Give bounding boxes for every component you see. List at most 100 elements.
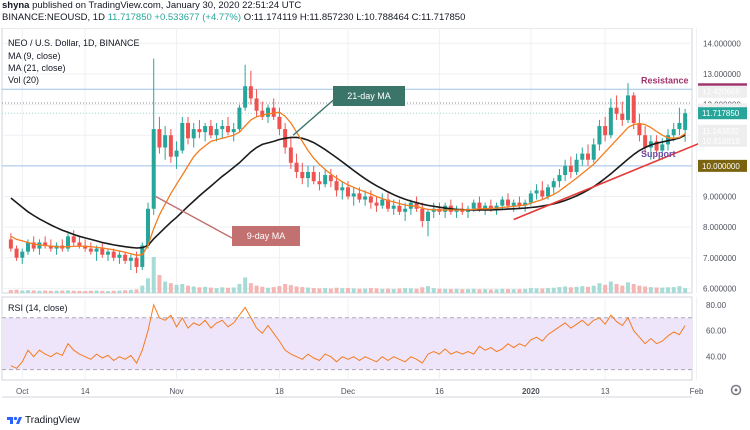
candle-body[interactable] xyxy=(203,126,208,133)
candle-body[interactable] xyxy=(260,110,265,117)
candle-body[interactable] xyxy=(328,175,333,182)
candle-body[interactable] xyxy=(214,129,219,136)
candle-body[interactable] xyxy=(620,113,625,120)
candle-body[interactable] xyxy=(666,135,670,145)
candle-body[interactable] xyxy=(500,199,505,206)
candle-body[interactable] xyxy=(151,129,156,209)
candle-body[interactable] xyxy=(591,144,596,160)
candle-body[interactable] xyxy=(277,116,282,130)
candle-body[interactable] xyxy=(488,205,493,209)
candle-body[interactable] xyxy=(14,248,19,258)
candle-body[interactable] xyxy=(477,202,482,209)
candle-body[interactable] xyxy=(671,129,676,136)
candle-body[interactable] xyxy=(483,205,488,209)
candle-body[interactable] xyxy=(271,107,276,117)
candle-body[interactable] xyxy=(568,165,573,172)
tradingview-footer[interactable]: TradingView xyxy=(6,412,80,428)
candle-body[interactable] xyxy=(300,171,305,179)
candle-body[interactable] xyxy=(380,199,385,206)
candle-body[interactable] xyxy=(26,242,30,252)
candle-body[interactable] xyxy=(528,193,533,203)
candle-body[interactable] xyxy=(243,86,248,108)
candle-body[interactable] xyxy=(208,126,213,136)
candle-body[interactable] xyxy=(683,113,688,130)
candle-body[interactable] xyxy=(220,126,225,130)
candle-body[interactable] xyxy=(168,135,173,157)
candle-body[interactable] xyxy=(654,141,659,151)
candle-body[interactable] xyxy=(563,165,568,176)
candle-body[interactable] xyxy=(163,135,168,148)
candle-body[interactable] xyxy=(266,107,270,117)
candle-body[interactable] xyxy=(254,98,259,111)
candle-body[interactable] xyxy=(317,181,322,185)
candle-body[interactable] xyxy=(71,236,76,243)
candle-body[interactable] xyxy=(66,236,70,249)
candle-body[interactable] xyxy=(197,129,202,133)
candle-body[interactable] xyxy=(231,129,236,133)
candle-body[interactable] xyxy=(357,193,362,200)
candle-body[interactable] xyxy=(420,208,425,222)
candle-body[interactable] xyxy=(43,242,48,246)
candle-body[interactable] xyxy=(306,171,310,179)
candle-body[interactable] xyxy=(626,95,630,120)
candle-body[interactable] xyxy=(123,254,128,261)
candle-body[interactable] xyxy=(506,199,510,206)
candle-body[interactable] xyxy=(117,254,122,258)
candle-body[interactable] xyxy=(340,187,345,191)
candle-body[interactable] xyxy=(534,190,539,194)
chart-svg[interactable]: 21-day MA 9-day MA Resistance Support 14.00… xyxy=(0,28,750,410)
candle-body[interactable] xyxy=(226,126,230,133)
candle-body[interactable] xyxy=(334,181,339,191)
candle-body[interactable] xyxy=(677,122,682,130)
candle-body[interactable] xyxy=(368,196,373,203)
candle-body[interactable] xyxy=(386,199,390,209)
candle-body[interactable] xyxy=(363,196,368,200)
candle-body[interactable] xyxy=(31,242,36,249)
candle-body[interactable] xyxy=(186,122,190,139)
candle-body[interactable] xyxy=(557,175,562,182)
candle-body[interactable] xyxy=(237,107,242,130)
candle-body[interactable] xyxy=(323,175,328,185)
candle-body[interactable] xyxy=(614,107,619,114)
settings-gear-icon[interactable] xyxy=(730,384,742,396)
candle-body[interactable] xyxy=(77,242,82,246)
candle-body[interactable] xyxy=(8,239,13,249)
candle-body[interactable] xyxy=(574,159,579,172)
candle-body[interactable] xyxy=(288,147,293,163)
candle-body[interactable] xyxy=(586,153,590,160)
candle-body[interactable] xyxy=(140,245,145,267)
candle-body[interactable] xyxy=(517,202,522,206)
author-name[interactable]: shyna xyxy=(2,0,30,11)
candle-body[interactable] xyxy=(157,129,162,148)
candle-body[interactable] xyxy=(551,181,556,188)
candle-body[interactable] xyxy=(580,153,585,160)
candle-body[interactable] xyxy=(597,126,602,145)
candle-body[interactable] xyxy=(174,150,179,157)
candle-body[interactable] xyxy=(111,251,116,258)
candle-body[interactable] xyxy=(191,129,196,139)
candle-body[interactable] xyxy=(311,171,316,182)
candle-body[interactable] xyxy=(100,248,105,255)
candle-body[interactable] xyxy=(351,193,356,197)
candle-body[interactable] xyxy=(608,107,613,136)
candle-body[interactable] xyxy=(631,95,636,123)
candle-body[interactable] xyxy=(494,205,499,209)
candle-body[interactable] xyxy=(180,122,185,151)
candle-body[interactable] xyxy=(540,190,545,197)
candle-body[interactable] xyxy=(48,245,53,249)
candle-body[interactable] xyxy=(94,248,99,252)
candle-body[interactable] xyxy=(374,202,379,206)
candle-body[interactable] xyxy=(391,205,396,209)
candle-body[interactable] xyxy=(471,202,476,209)
candle-body[interactable] xyxy=(397,205,402,212)
candle-body[interactable] xyxy=(146,208,150,246)
candle-body[interactable] xyxy=(20,251,25,258)
candle-body[interactable] xyxy=(660,144,665,151)
candle-body[interactable] xyxy=(88,248,93,252)
candle-body[interactable] xyxy=(637,122,642,136)
candle-body[interactable] xyxy=(346,187,350,197)
candle-body[interactable] xyxy=(106,251,110,255)
candle-body[interactable] xyxy=(294,162,299,172)
candle-body[interactable] xyxy=(128,257,133,261)
candle-body[interactable] xyxy=(603,126,608,136)
